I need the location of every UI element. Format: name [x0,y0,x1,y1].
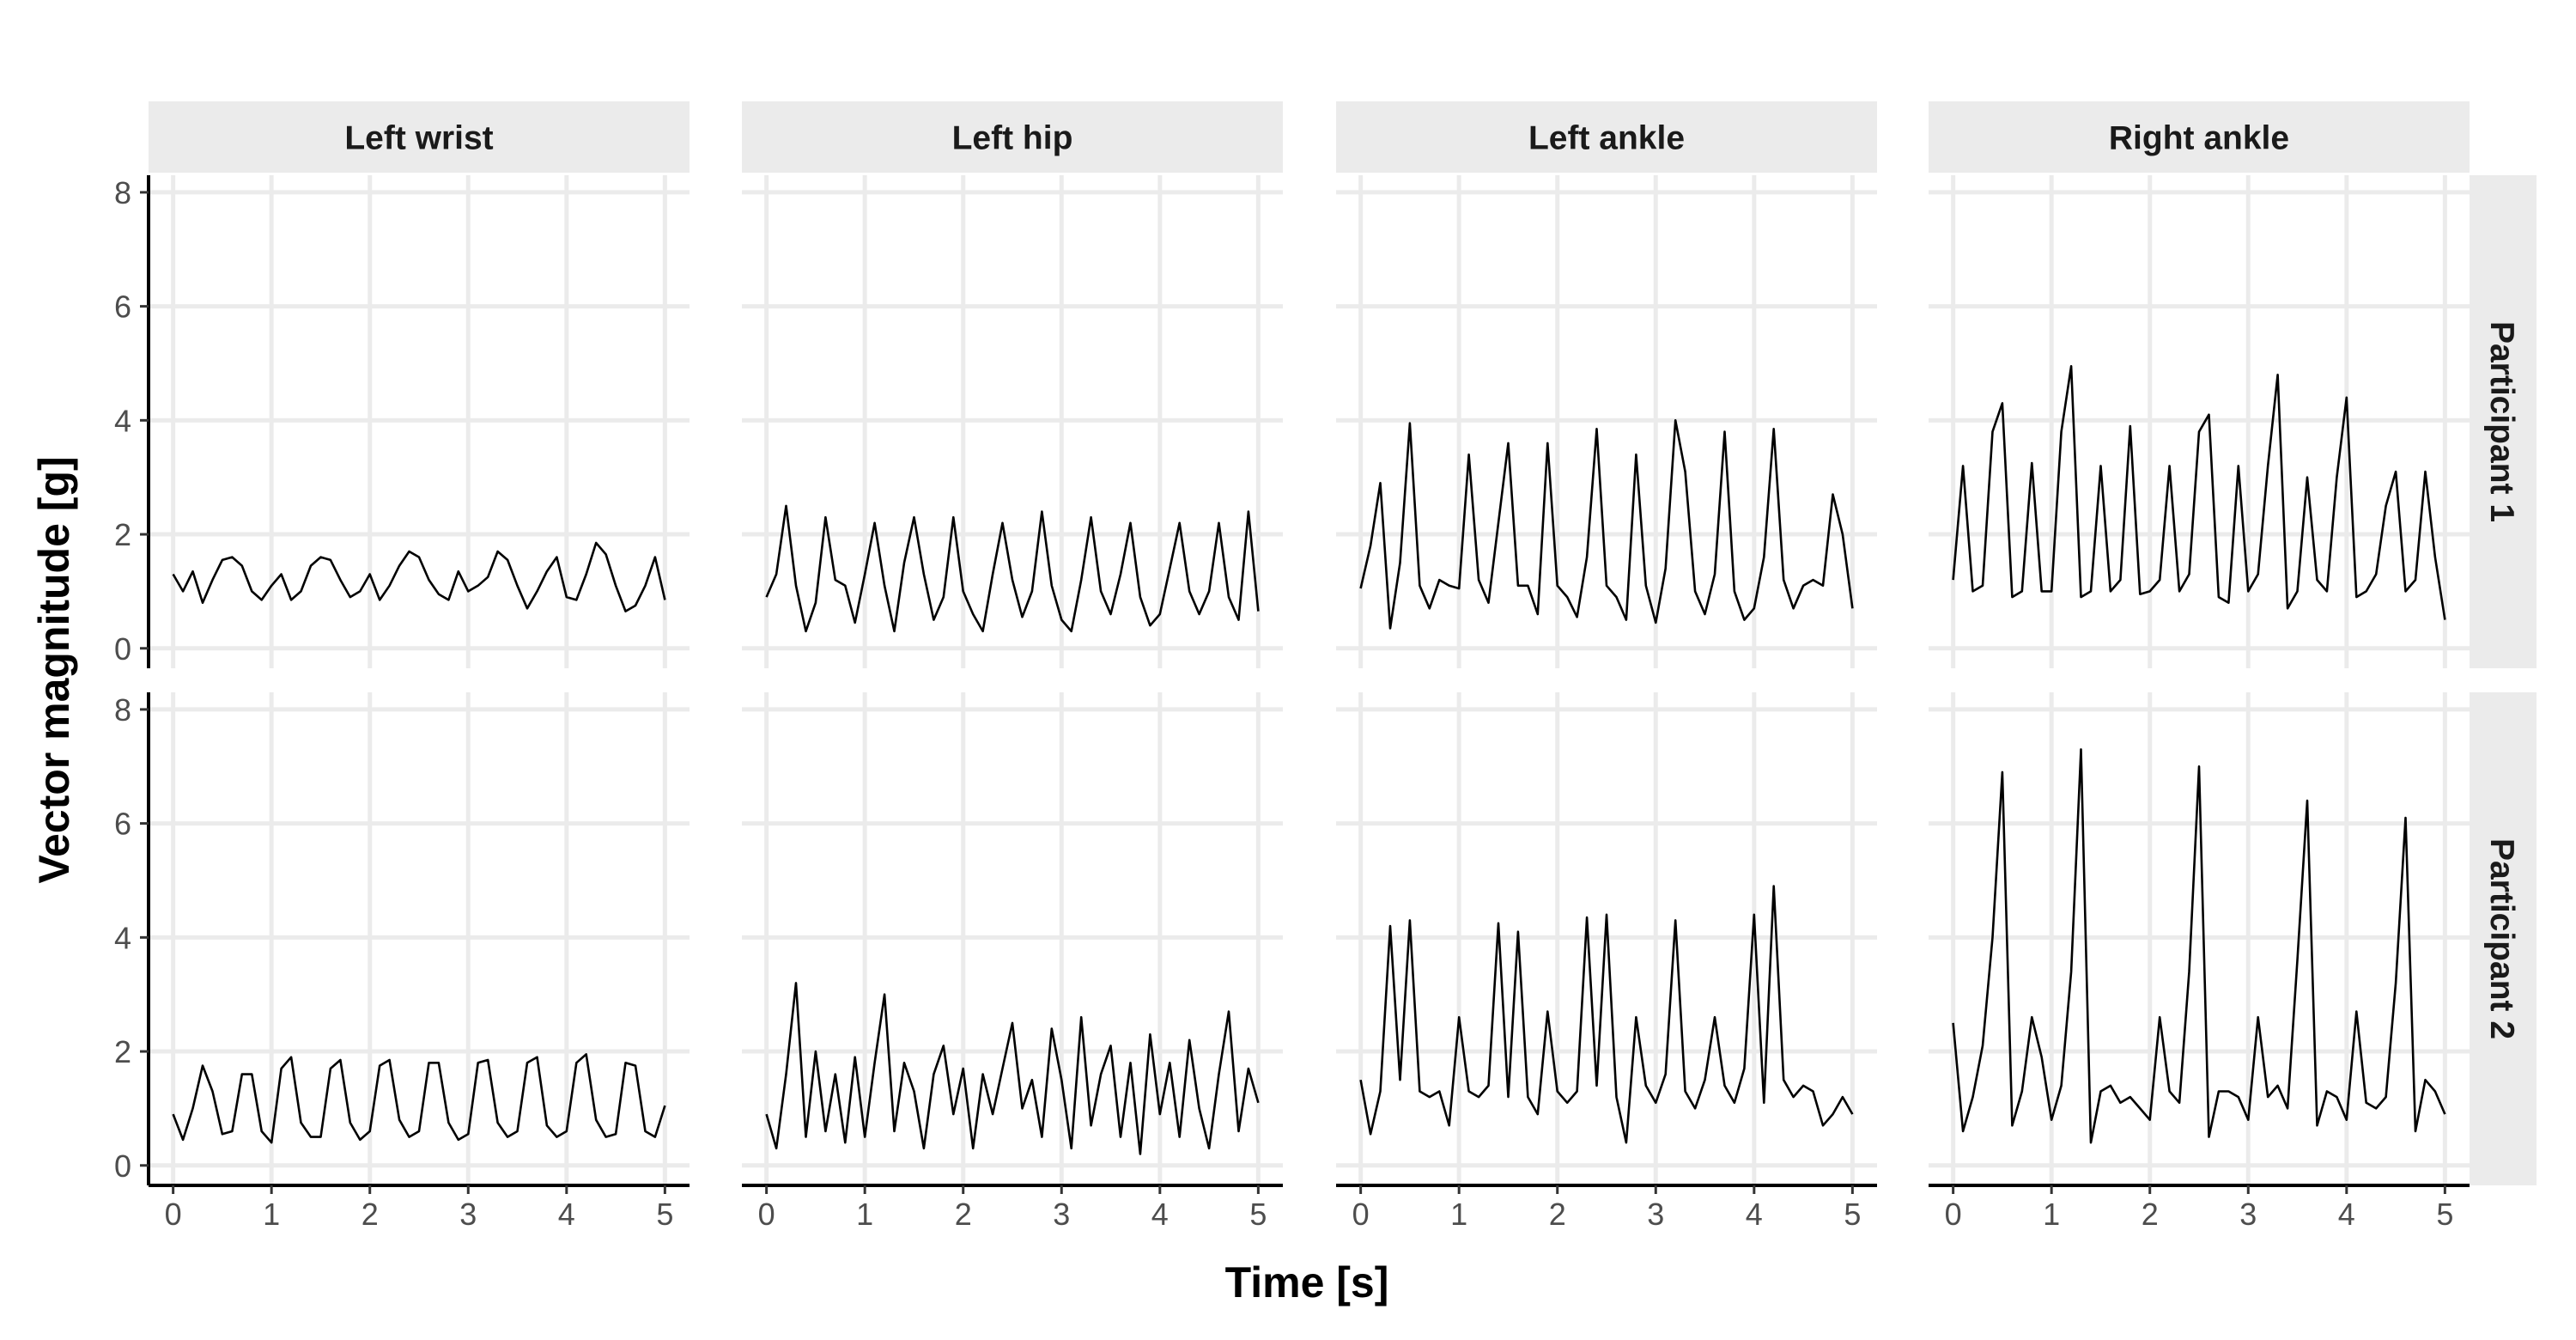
series-line [1952,364,2446,620]
series-line [1359,885,1854,1144]
y-tick-label: 6 [114,289,131,325]
series-line [172,1053,666,1144]
x-tick-label: 5 [2436,1197,2453,1232]
column-strip [1929,101,2470,173]
x-tick-label: 5 [656,1197,673,1232]
row-strip [2470,175,2537,668]
x-tick-label: 0 [165,1197,182,1232]
y-tick-label: 8 [114,692,131,728]
x-tick-label: 3 [2239,1197,2257,1232]
x-axis-title: Time [s] [1225,1258,1389,1306]
series-line [765,982,1260,1155]
row-strip-label: Participant 1 [2483,321,2520,522]
x-tick-label: 2 [2142,1197,2159,1232]
series-line [1952,748,2446,1144]
y-tick-label: 4 [114,403,131,438]
series-line [1359,418,1854,630]
x-tick-label: 2 [361,1197,379,1232]
column-strip [742,101,1283,173]
y-axis-title: Vector magnitude [g] [30,456,78,883]
y-tick-label: 2 [114,517,131,552]
x-tick-label: 0 [1352,1197,1370,1232]
x-tick-label: 1 [856,1197,873,1232]
y-tick-label: 2 [114,1034,131,1069]
x-tick-label: 2 [955,1197,972,1232]
series-line [172,541,666,612]
x-tick-label: 4 [1151,1197,1169,1232]
x-tick-label: 5 [1844,1197,1861,1232]
column-strip [149,101,690,173]
y-tick-label: 4 [114,920,131,955]
column-strip-label: Left hip [952,120,1073,157]
column-strip-label: Left wrist [344,120,493,157]
series-line [765,504,1260,633]
column-strip-label: Right ankle [2109,120,2289,157]
x-tick-label: 2 [1549,1197,1566,1232]
x-tick-label: 1 [2043,1197,2060,1232]
y-tick-label: 0 [114,1148,131,1184]
x-tick-label: 3 [1647,1197,1664,1232]
x-tick-label: 4 [558,1197,575,1232]
x-tick-label: 0 [758,1197,775,1232]
y-tick-label: 0 [114,631,131,667]
x-tick-label: 0 [1945,1197,1962,1232]
x-tick-label: 4 [2338,1197,2355,1232]
row-strip [2470,692,2537,1185]
y-tick-label: 6 [114,807,131,842]
y-tick-label: 8 [114,175,131,210]
row-strip-label: Participant 2 [2483,838,2520,1039]
x-tick-label: 1 [1450,1197,1467,1232]
x-tick-label: 5 [1249,1197,1267,1232]
x-tick-label: 4 [1746,1197,1763,1232]
x-tick-label: 1 [263,1197,280,1232]
x-tick-label: 3 [459,1197,477,1232]
x-tick-label: 3 [1053,1197,1070,1232]
column-strip [1336,101,1877,173]
column-strip-label: Left ankle [1528,120,1685,157]
